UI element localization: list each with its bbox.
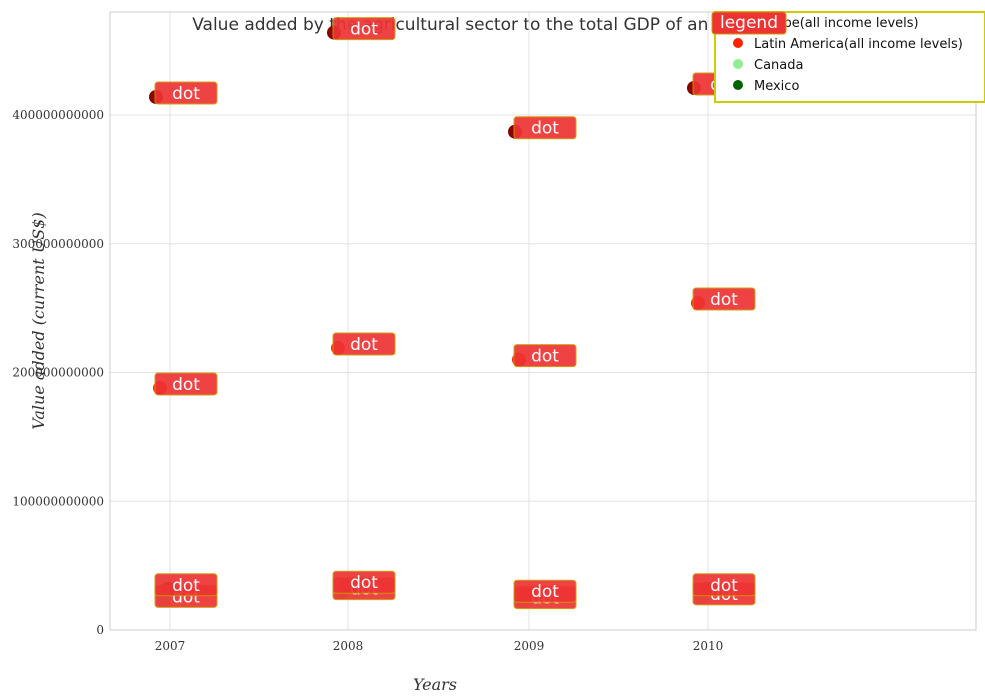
x-tick-label: 2007 <box>155 639 186 653</box>
point-tag: dot <box>154 372 218 396</box>
legend: Europe(all income levels) Latin America(a… <box>711 11 985 103</box>
point-tag-text: dot <box>710 290 738 310</box>
legend-entry: Mexico <box>754 79 799 94</box>
point-tag-text: dot <box>531 119 559 139</box>
legend-marker <box>733 38 743 48</box>
legend-marker <box>733 59 743 69</box>
y-axis-label: Value added (current US$) <box>29 212 48 429</box>
point-tag-text: dot <box>531 582 559 602</box>
point-tag: dot <box>332 17 396 41</box>
y-tick-label: 0 <box>96 623 104 637</box>
y-tick-label: 200000000000 <box>12 366 104 380</box>
point-tag: dot <box>332 570 396 594</box>
plot-frame <box>109 11 977 631</box>
legend-title-box <box>711 11 787 35</box>
y-tick-label: 400000000000 <box>12 108 104 122</box>
legend-entry: Latin America(all income levels) <box>754 37 963 52</box>
point-tags: dotdotdotdotdotdotdotdotdotdotdotdotdotd… <box>154 17 756 610</box>
point-tag-text: dot <box>172 375 200 395</box>
point-tag-text: dot <box>350 335 378 355</box>
point-tag: dot <box>154 573 218 597</box>
y-tick-label: 100000000000 <box>12 494 104 508</box>
legend-marker <box>733 80 743 90</box>
point-tag-text: dot <box>350 20 378 40</box>
legend-title: legend <box>720 13 778 33</box>
x-tick-label: 2009 <box>514 639 545 653</box>
y-axis: 0 100000000000 200000000000 300000000000 400… <box>12 108 104 637</box>
point-tag-text: dot <box>172 576 200 596</box>
point-tag: dot <box>692 573 756 597</box>
point-tag: dot <box>513 344 577 368</box>
chart-title: Value added by the agricultural sector t… <box>192 15 792 35</box>
grid <box>110 12 976 631</box>
y-tick-label: 300000000000 <box>12 237 104 251</box>
x-tick-label: 2010 <box>693 639 724 653</box>
point-tag-text: dot <box>710 576 738 596</box>
point-tag-text: dot <box>531 347 559 367</box>
point-tag: dot <box>513 116 577 140</box>
point-tag-text: dot <box>172 84 200 104</box>
data-points <box>149 25 713 609</box>
legend-entry: Canada <box>754 58 803 73</box>
point-tag: dot <box>154 81 218 105</box>
point-tag: dot <box>692 287 756 311</box>
point-tag: dot <box>513 579 577 603</box>
x-tick-label: 2008 <box>333 639 364 653</box>
legend-entry: Europe(all income levels) <box>754 16 919 31</box>
x-axis: 2007 2008 2009 2010 <box>155 639 724 653</box>
point-tag: dot <box>332 332 396 356</box>
point-tag-text: dot <box>350 573 378 593</box>
x-axis-label: Years <box>413 675 457 694</box>
